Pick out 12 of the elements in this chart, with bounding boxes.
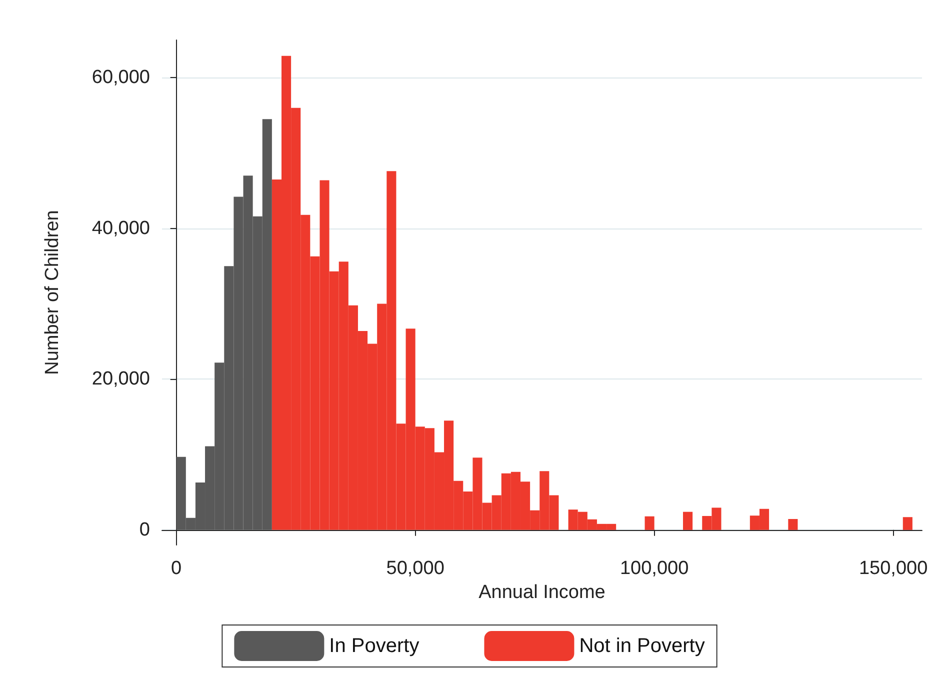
y-tick-label: 60,000 [92, 67, 150, 88]
x-tick-label: 0 [171, 558, 182, 579]
x-tick-label: 100,000 [620, 558, 689, 579]
y-tick-label: 40,000 [92, 218, 150, 239]
x-tick-label: 150,000 [858, 558, 928, 579]
y-axis-title: Number of Children [42, 210, 63, 375]
y-tick-label: 0 [139, 519, 150, 540]
x-tick-label: 50,000 [386, 558, 444, 579]
legend-label: Not in Poverty [579, 635, 705, 657]
x-axis-title: Annual Income [478, 582, 606, 603]
legend-label: In Poverty [329, 635, 420, 657]
y-tick-label: 20,000 [92, 368, 150, 390]
